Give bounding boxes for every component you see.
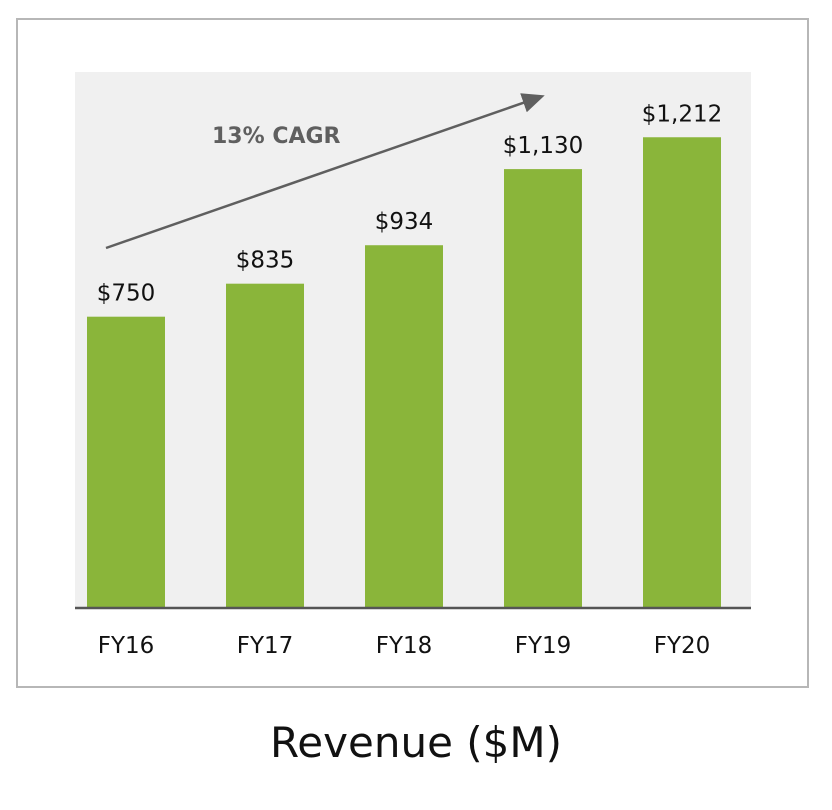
category-label-fy17: FY17 xyxy=(237,633,294,659)
category-label-fy19: FY19 xyxy=(515,633,572,659)
bar-fy18 xyxy=(365,245,443,608)
value-label-fy19: $1,130 xyxy=(503,133,583,159)
value-label-fy18: $934 xyxy=(375,209,434,235)
category-labels-group: FY16 FY17 FY18 FY19 FY20 xyxy=(98,633,711,659)
value-label-fy20: $1,212 xyxy=(642,101,722,127)
chart-caption: Revenue ($M) xyxy=(270,718,562,767)
category-label-fy20: FY20 xyxy=(654,633,711,659)
bar-fy16 xyxy=(87,316,165,608)
cagr-annotation: 13% CAGR xyxy=(212,124,341,149)
cagr-arrow xyxy=(105,93,545,250)
bar-fy17 xyxy=(226,283,304,608)
bar-fy20 xyxy=(643,137,721,608)
value-label-fy17: $835 xyxy=(236,248,295,274)
category-label-fy18: FY18 xyxy=(376,633,433,659)
value-labels-group: $750 $835 $934 $1,130 $1,212 xyxy=(97,101,723,306)
value-label-fy16: $750 xyxy=(97,281,156,307)
bar-fy19 xyxy=(504,169,582,609)
category-label-fy16: FY16 xyxy=(98,633,155,659)
revenue-bar-chart: $750$835$934$1,130$1,212 FY16 FY17 FY18 FY1… xyxy=(75,72,751,659)
bars-group xyxy=(87,137,721,609)
